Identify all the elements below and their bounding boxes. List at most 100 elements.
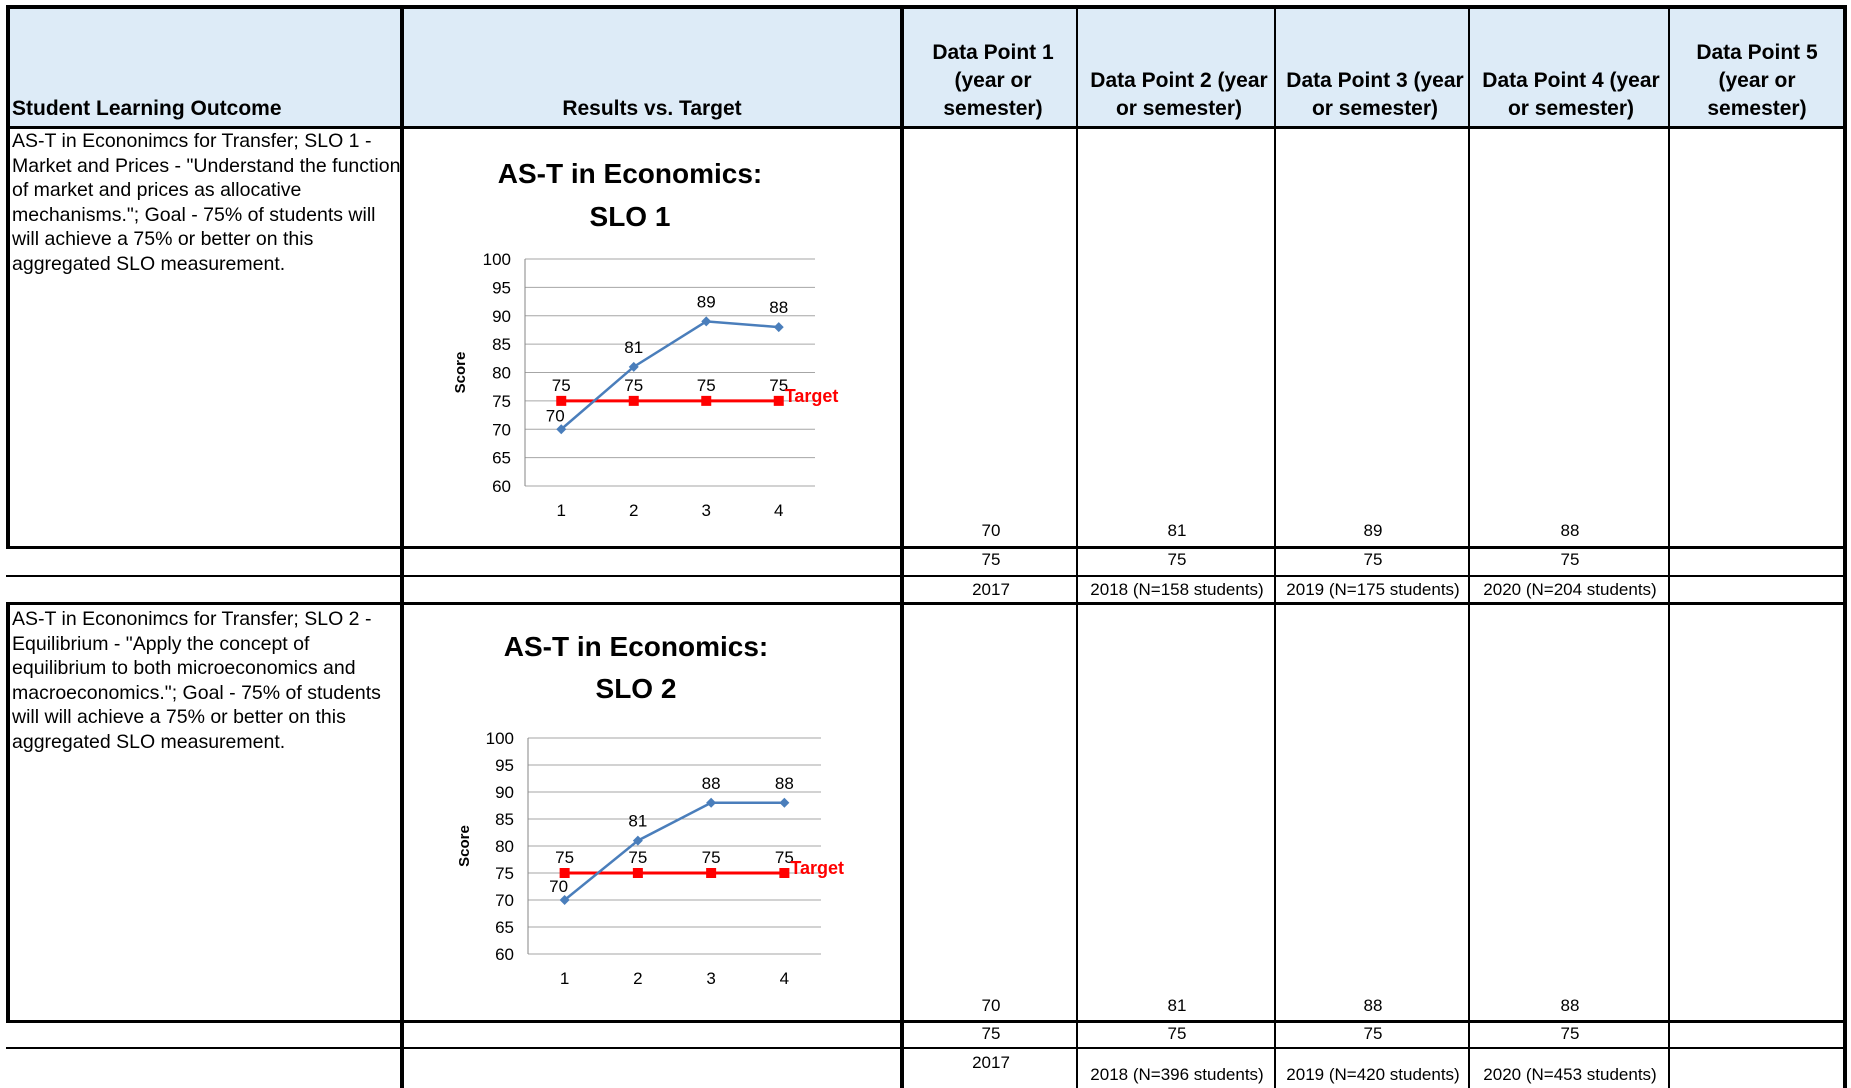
score-data-label: 88 xyxy=(775,774,794,793)
target-data-label: 75 xyxy=(552,376,571,395)
score-marker xyxy=(773,322,784,333)
row-divider xyxy=(6,1020,1847,1023)
score-marker xyxy=(628,361,639,372)
target-marker xyxy=(632,868,643,878)
y-tick-label: 60 xyxy=(495,945,514,964)
target-marker xyxy=(773,395,784,406)
slo2-period-dp4: 2020 (N=453 students) xyxy=(1483,1065,1657,1084)
x-tick-label: 1 xyxy=(560,969,569,988)
y-tick-label: 75 xyxy=(495,864,514,883)
target-series-label: Target xyxy=(790,858,844,878)
header-data-point-1: Data Point 1 (year or semester) xyxy=(932,41,1054,120)
x-tick-label: 4 xyxy=(774,501,783,520)
y-axis-label: Score xyxy=(452,352,469,394)
slo1-target-dp2: 75 xyxy=(1167,550,1187,569)
slo2-score-dp3: 88 xyxy=(1363,996,1383,1015)
slo2-target-dp3: 75 xyxy=(1363,1024,1383,1043)
y-tick-label: 80 xyxy=(492,364,511,383)
y-tick-label: 95 xyxy=(495,756,514,775)
y-tick-label: 70 xyxy=(492,420,511,439)
slo2-score-dp4: 88 xyxy=(1560,996,1580,1015)
target-marker xyxy=(701,395,712,406)
y-tick-label: 90 xyxy=(492,307,511,326)
target-data-label: 75 xyxy=(775,848,794,867)
score-data-label: 81 xyxy=(624,338,643,357)
slo1-score-dp2: 81 xyxy=(1167,521,1187,540)
target-data-label: 75 xyxy=(624,376,643,395)
y-tick-label: 65 xyxy=(492,449,511,468)
y-tick-label: 75 xyxy=(492,392,511,411)
target-data-label: 75 xyxy=(702,848,721,867)
score-data-label: 88 xyxy=(702,774,721,793)
table-left-border xyxy=(6,603,10,1023)
slo2-score-dp2: 81 xyxy=(1167,996,1187,1015)
target-marker xyxy=(628,395,639,406)
slo1-score-dp3: 89 xyxy=(1363,521,1383,540)
slo1-target-dp4: 75 xyxy=(1560,550,1580,569)
score-marker xyxy=(559,895,570,905)
score-marker xyxy=(556,424,567,435)
header-results: Results vs. Target xyxy=(562,97,742,120)
slo1-period-dp1: 2017 xyxy=(972,580,1010,599)
score-data-label: 70 xyxy=(549,877,568,896)
y-axis-label: Score xyxy=(456,825,473,867)
header-data-point-5: Data Point 5 (year or semester) xyxy=(1696,41,1818,120)
score-data-label: 70 xyxy=(546,406,565,425)
chart-title-line2: SLO 1 xyxy=(590,201,671,232)
x-tick-label: 1 xyxy=(557,501,566,520)
y-tick-label: 90 xyxy=(495,783,514,802)
slo2-score-dp1: 70 xyxy=(981,996,1001,1015)
header-data-point-4: Data Point 4 (year or semester) xyxy=(1482,69,1660,120)
target-series-label: Target xyxy=(785,386,839,406)
header-bottom-border xyxy=(6,126,1847,129)
header-data-point-2: Data Point 2 (year or semester) xyxy=(1090,69,1268,120)
score-data-label: 88 xyxy=(769,298,788,317)
score-marker xyxy=(632,835,643,846)
slo2-target-dp4: 75 xyxy=(1560,1024,1580,1043)
slo-2-description: AS-T in Econonimcs for Transfer; SLO 2 -… xyxy=(12,608,381,753)
slo1-score-dp1: 70 xyxy=(981,521,1001,540)
slo-1-description: AS-T in Econonimcs for Transfer; SLO 1 -… xyxy=(12,130,401,275)
chart-title-line2: SLO 2 xyxy=(596,673,677,704)
slo1-results-chart: AS-T in Economics: SLO 1 60 65 70 75 80 85 90 9… xyxy=(452,158,839,520)
table-left-border xyxy=(6,6,10,548)
score-marker xyxy=(779,797,790,808)
slo1-target-dp3: 75 xyxy=(1363,550,1383,569)
slo1-target-dp1: 75 xyxy=(981,550,1001,569)
chart-title-line1: AS-T in Economics: xyxy=(498,158,762,189)
target-data-label: 75 xyxy=(628,848,647,867)
slo1-period-dp4: 2020 (N=204 students) xyxy=(1483,580,1657,599)
target-marker xyxy=(556,395,567,406)
target-data-label: 75 xyxy=(697,376,716,395)
score-data-label: 81 xyxy=(628,812,647,831)
slo2-period-dp1: 2017 xyxy=(972,1053,1010,1072)
y-tick-label: 100 xyxy=(486,729,514,748)
score-data-label: 89 xyxy=(697,292,716,311)
slo1-period-dp3: 2019 (N=175 students) xyxy=(1286,580,1460,599)
x-tick-label: 4 xyxy=(780,969,789,988)
target-marker xyxy=(779,868,790,878)
slo2-target-dp2: 75 xyxy=(1167,1024,1187,1043)
slo2-period-dp2: 2018 (N=396 students) xyxy=(1090,1065,1264,1084)
y-tick-label: 65 xyxy=(495,918,514,937)
y-tick-label: 60 xyxy=(492,477,511,496)
target-marker xyxy=(559,868,570,878)
x-tick-label: 2 xyxy=(629,501,638,520)
series-line-score xyxy=(560,320,779,431)
target-data-label: 75 xyxy=(555,848,574,867)
y-tick-label: 70 xyxy=(495,891,514,910)
slo2-period-dp3: 2019 (N=420 students) xyxy=(1286,1065,1460,1084)
y-tick-label: 85 xyxy=(495,810,514,829)
series-line-score xyxy=(563,801,785,901)
header-data-point-3: Data Point 3 (year or semester) xyxy=(1286,69,1464,120)
row-divider xyxy=(6,602,1847,605)
y-tick-label: 100 xyxy=(483,250,511,269)
y-tick-label: 80 xyxy=(495,837,514,856)
score-marker xyxy=(706,797,717,808)
slo2-results-chart: AS-T in Economics: SLO 2 60 65 70 75 80 85 90 9… xyxy=(456,631,844,988)
chart-title-line1: AS-T in Economics: xyxy=(504,631,768,662)
y-tick-label: 85 xyxy=(492,335,511,354)
slo1-score-dp4: 88 xyxy=(1560,521,1580,540)
score-marker xyxy=(701,316,712,327)
target-data-label: 75 xyxy=(769,376,788,395)
